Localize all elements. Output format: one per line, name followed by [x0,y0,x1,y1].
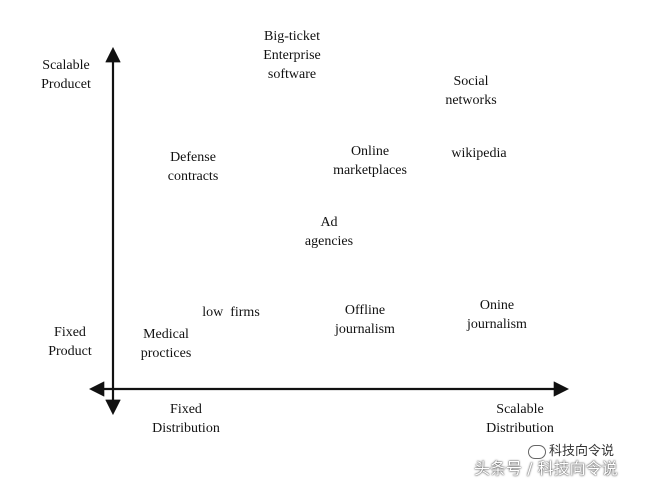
item-medical-practices: Medical proctices [140,327,192,361]
item-social-networks: Social networks [445,74,497,108]
watermark-brand: 科技向令说 [528,440,614,459]
wechat-icon [528,444,546,459]
item-onine-journalism: Onine journalism [467,298,527,332]
item-ad-agencies: Ad agencies [304,215,354,249]
y-axis-bottom-label: Fixed Product [48,325,92,359]
item-low-firms: low firms [202,305,260,320]
x-axis-right-label: Scalable Distribution [486,402,554,436]
item-online-marketplaces: Online marketplaces [333,144,407,178]
x-axis-left-label: Fixed Distribution [152,402,220,436]
item-wikipedia: wikipedia [451,146,507,161]
item-big-ticket-enterprise-software: Big-ticket Enterprise software [263,29,321,82]
item-offline-journalism: Offline journalism [335,303,395,337]
item-defense-contracts: Defense contracts [167,150,219,184]
y-axis-top-label: Scalable Producet [41,58,91,92]
watermark-source: 头条号 / 科技向令说 [474,459,618,478]
